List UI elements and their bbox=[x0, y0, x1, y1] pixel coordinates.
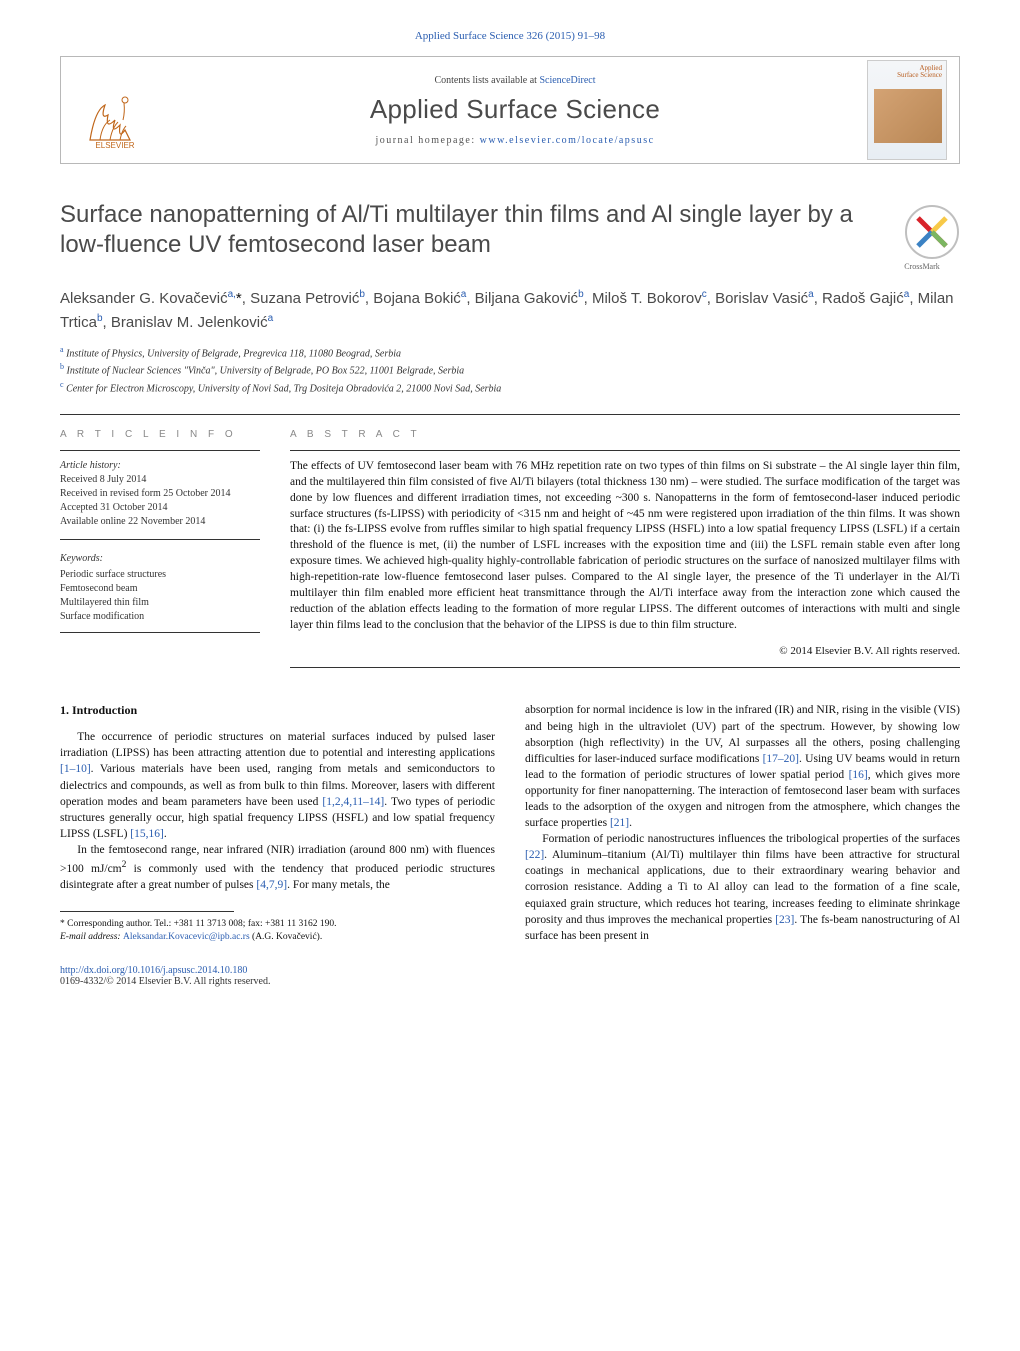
body-paragraph: The occurrence of periodic structures on… bbox=[60, 729, 495, 842]
history-line: Available online 22 November 2014 bbox=[60, 515, 260, 529]
masthead-center: Contents lists available at ScienceDirec… bbox=[169, 75, 861, 146]
keyword: Periodic surface structures bbox=[60, 568, 260, 582]
abstract-text: The effects of UV femtosecond laser beam… bbox=[290, 459, 960, 633]
history-line: Received 8 July 2014 bbox=[60, 473, 260, 487]
abstract-copyright: © 2014 Elsevier B.V. All rights reserved… bbox=[290, 645, 960, 657]
body-paragraph: absorption for normal incidence is low i… bbox=[525, 702, 960, 831]
sciencedirect-link[interactable]: ScienceDirect bbox=[539, 75, 595, 86]
affiliation-line: a Institute of Physics, University of Be… bbox=[60, 344, 960, 361]
cover-image-placeholder bbox=[874, 89, 942, 143]
article-title: Surface nanopatterning of Al/Ti multilay… bbox=[60, 200, 884, 260]
history-head: Article history: bbox=[60, 460, 121, 471]
keyword: Femtosecond beam bbox=[60, 582, 260, 596]
section-1-heading: 1. Introduction bbox=[60, 702, 495, 719]
doi-link[interactable]: http://dx.doi.org/10.1016/j.apsusc.2014.… bbox=[60, 965, 247, 976]
crossmark-badge[interactable]: CrossMark bbox=[884, 200, 960, 271]
keyword: Surface modification bbox=[60, 610, 260, 624]
cover-title: AppliedSurface Science bbox=[897, 65, 942, 79]
affiliation-line: c Center for Electron Microscopy, Univer… bbox=[60, 379, 960, 396]
journal-cover-thumb[interactable]: AppliedSurface Science bbox=[861, 56, 953, 164]
contents-available-line: Contents lists available at ScienceDirec… bbox=[169, 75, 861, 86]
masthead: ELSEVIER Contents lists available at Sci… bbox=[60, 56, 960, 164]
article-info-column: a r t i c l e i n f o Article history: R… bbox=[60, 429, 260, 668]
rule-top bbox=[60, 414, 960, 415]
top-citation[interactable]: Applied Surface Science 326 (2015) 91–98 bbox=[60, 30, 960, 42]
elsevier-wordmark: ELSEVIER bbox=[95, 141, 134, 150]
history-line: Accepted 31 October 2014 bbox=[60, 501, 260, 515]
abstract-column: a b s t r a c t The effects of UV femtos… bbox=[290, 429, 960, 668]
issn-copyright-line: 0169-4332/© 2014 Elsevier B.V. All right… bbox=[60, 976, 960, 987]
footnote-rule bbox=[60, 911, 234, 912]
body-paragraph: In the femtosecond range, near infrared … bbox=[60, 842, 495, 893]
journal-name: Applied Surface Science bbox=[169, 94, 861, 125]
journal-homepage-link[interactable]: www.elsevier.com/locate/apsusc bbox=[480, 135, 655, 146]
corresponding-author-footnote: * Corresponding author. Tel.: +381 11 37… bbox=[60, 918, 495, 945]
abstract-heading: a b s t r a c t bbox=[290, 429, 960, 440]
keywords-head: Keywords: bbox=[60, 552, 260, 566]
article-info-heading: a r t i c l e i n f o bbox=[60, 429, 260, 440]
crossmark-label: CrossMark bbox=[884, 262, 960, 271]
affiliation-line: b Institute of Nuclear Sciences "Vinča",… bbox=[60, 361, 960, 378]
body-left-column: 1. Introduction The occurrence of period… bbox=[60, 702, 495, 944]
corresponding-email-link[interactable]: Aleksandar.Kovacevic@ipb.ac.rs bbox=[123, 932, 250, 942]
body-paragraph: Formation of periodic nanostructures inf… bbox=[525, 831, 960, 944]
doi-line: http://dx.doi.org/10.1016/j.apsusc.2014.… bbox=[60, 965, 960, 976]
publisher-logo[interactable]: ELSEVIER bbox=[61, 56, 169, 164]
keyword: Multilayered thin film bbox=[60, 596, 260, 610]
affiliations: a Institute of Physics, University of Be… bbox=[60, 344, 960, 396]
body-right-column: absorption for normal incidence is low i… bbox=[525, 702, 960, 944]
homepage-line: journal homepage: www.elsevier.com/locat… bbox=[169, 135, 861, 146]
author-list: Aleksander G. Kovačevića,*, Suzana Petro… bbox=[60, 287, 960, 334]
history-line: Received in revised form 25 October 2014 bbox=[60, 487, 260, 501]
